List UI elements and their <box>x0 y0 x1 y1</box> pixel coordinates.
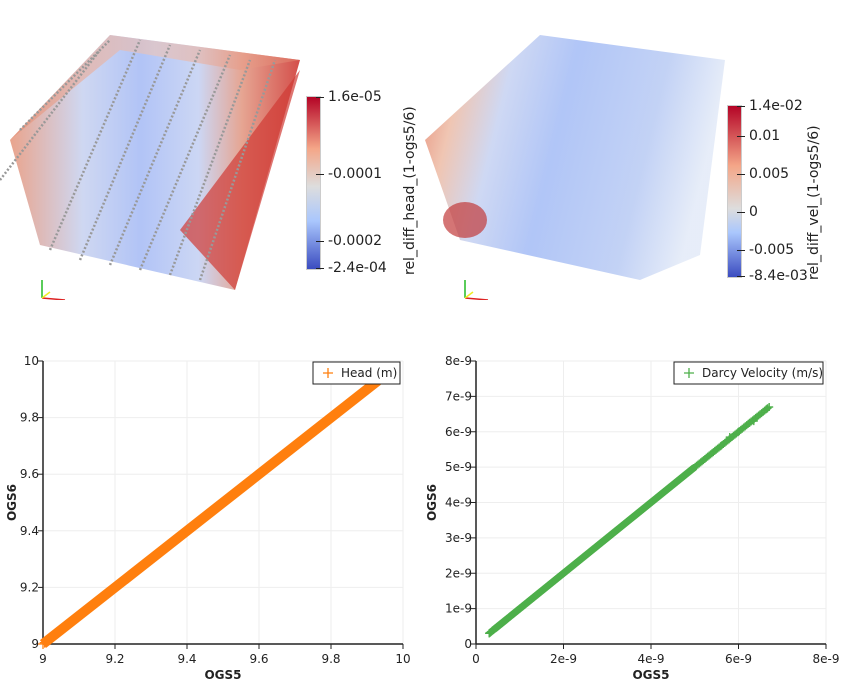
y-tick-label: 9 <box>31 637 39 651</box>
y-tick-label: 9.2 <box>20 580 39 594</box>
series-line <box>491 464 697 633</box>
x-tick-label: 9.8 <box>321 652 340 666</box>
legend-box <box>673 361 824 385</box>
y-axis-label: OGS6 <box>425 484 439 521</box>
y-tick-label: 9.4 <box>20 524 39 538</box>
data-point <box>734 427 743 436</box>
y-tick-label: 0 <box>464 637 472 651</box>
y-tick-label: 4e-9 <box>445 496 472 510</box>
colorbar-velocity-label: 0 <box>749 204 758 221</box>
colorbar-velocity <box>727 105 742 278</box>
x-tick-label: 4e-9 <box>638 652 665 666</box>
axes-orientation-icon <box>41 280 66 300</box>
x-tick-label: 9 <box>39 652 47 666</box>
colorbar-head-label: -0.0001 <box>328 166 383 183</box>
colorbar-velocity-label: -8.4e-03 <box>749 268 808 284</box>
y-tick-label: 7e-9 <box>445 389 472 403</box>
render-view-head[interactable] <box>0 30 300 300</box>
x-axis-label: OGS5 <box>204 668 241 682</box>
colorbar-velocity-tick <box>737 212 745 214</box>
axes-orientation-icon <box>464 280 489 300</box>
y-tick-label: 6e-9 <box>445 425 472 439</box>
x-tick-label: 6e-9 <box>725 652 752 666</box>
x-tick-label: 10 <box>395 652 410 666</box>
colorbar-head-label: -0.0002 <box>328 233 383 250</box>
colorbar-velocity-label: 1.4e-02 <box>749 98 803 114</box>
colorbar-velocity-tick <box>737 174 745 176</box>
legend-marker-icon <box>684 368 694 378</box>
y-axis-label: OGS6 <box>5 484 19 521</box>
x-tick-label: 2e-9 <box>550 652 577 666</box>
x-tick-label: 9.6 <box>249 652 268 666</box>
series-line <box>39 376 381 648</box>
data-point <box>717 441 725 450</box>
y-tick-label: 5e-9 <box>445 460 472 474</box>
data-point <box>725 433 734 442</box>
colorbar-velocity-tick <box>737 250 745 252</box>
colorbar-velocity-label: 0.01 <box>749 128 781 145</box>
colorbar-velocity-label: -0.005 <box>749 242 795 259</box>
colorbar-head-label: -2.4e-04 <box>328 260 387 276</box>
x-tick-label: 8e-9 <box>813 652 840 666</box>
x-axis-label: OGS5 <box>632 668 669 682</box>
y-tick-label: 9.6 <box>20 467 39 481</box>
colorbar-velocity-tick <box>737 276 745 277</box>
velocity-scatter-plot[interactable]: 0 2e-9 4e-9 6e-9 8e-9 0 1e-9 2e-9 3e-9 4e-9 5e-9 6e… <box>420 340 846 684</box>
render-view-velocity[interactable] <box>420 30 730 300</box>
y-tick-label: 8e-9 <box>445 354 472 368</box>
data-point <box>749 417 758 426</box>
colorbar-head-title: rel_diff_head_(1-ogs5/6) <box>402 106 418 275</box>
colorbar-head <box>306 96 321 270</box>
colorbar-head-tick <box>316 268 324 269</box>
colorbar-velocity-tick <box>737 106 745 107</box>
legend-marker-icon <box>323 368 333 378</box>
y-tick-label: 1e-9 <box>445 602 472 616</box>
colorbar-head-tick <box>316 241 324 243</box>
legend-label: Darcy Velocity (m/s) <box>702 366 823 380</box>
colorbar-velocity-title: rel_diff_vel_(1-ogs5/6) <box>806 125 822 280</box>
colorbar-head-tick <box>316 97 324 98</box>
y-tick-label: 2e-9 <box>445 566 472 580</box>
head-scatter-plot[interactable]: 9 9.2 9.4 9.6 9.8 10 9 9.2 9.4 9.6 9.8 10 OGS5 OGS6 He… <box>0 340 420 684</box>
x-tick-label: 9.2 <box>105 652 124 666</box>
data-point <box>765 402 774 411</box>
colorbar-velocity-label: 0.005 <box>749 166 790 183</box>
legend-label: Head (m) <box>341 366 397 380</box>
data-point <box>745 418 754 427</box>
y-tick-label: 3e-9 <box>445 531 472 545</box>
colorbar-head-tick <box>316 174 324 176</box>
x-tick-label: 9.4 <box>177 652 196 666</box>
y-tick-label: 10 <box>24 354 39 368</box>
legend-box <box>312 361 401 385</box>
colorbar-head-label: 1.6e-05 <box>328 89 382 105</box>
colorbar-velocity-tick <box>737 136 745 138</box>
x-tick-label: 0 <box>472 652 480 666</box>
y-tick-label: 9.8 <box>20 411 39 425</box>
